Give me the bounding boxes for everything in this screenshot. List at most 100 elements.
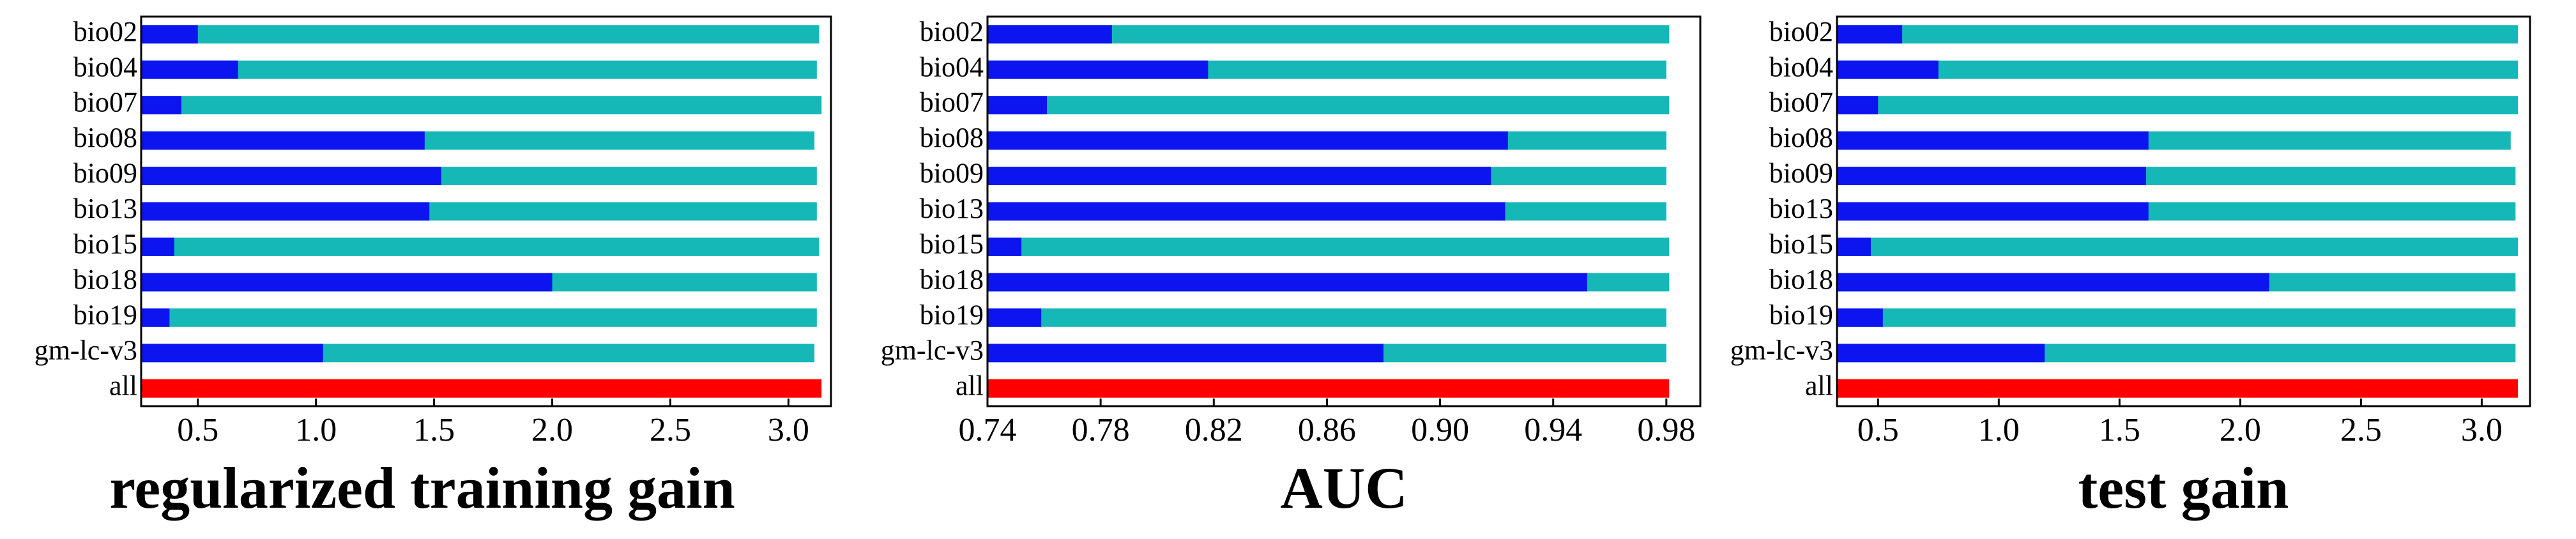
category-label: bio13 <box>73 193 137 224</box>
category-label: bio02 <box>1769 16 1833 47</box>
bar <box>1837 96 1879 115</box>
category-label: gm-lc-v3 <box>34 335 137 366</box>
bar <box>1837 60 2519 79</box>
x-tick-label: 3.0 <box>2461 412 2503 448</box>
bar <box>1837 273 2269 292</box>
x-tick-label: 1.5 <box>2099 412 2140 448</box>
bar <box>1837 202 2149 221</box>
bar <box>141 308 817 327</box>
x-tick-label: 2.5 <box>2340 412 2382 448</box>
bar <box>141 308 170 327</box>
bar <box>1837 344 2045 363</box>
bar <box>1837 167 2146 185</box>
chart-title: regularized training gain <box>109 455 735 520</box>
category-label: bio15 <box>73 229 137 260</box>
category-label: bio15 <box>1769 229 1833 260</box>
category-label: bio18 <box>920 264 984 295</box>
bar <box>987 60 1208 79</box>
x-tick-label: 0.86 <box>1298 412 1356 448</box>
panel: bio02 bio04 bio07 bio08 bio09 bio13 bio15 bio18… <box>34 15 832 520</box>
category-label: gm-lc-v3 <box>1730 335 1833 366</box>
category-label: bio19 <box>1769 299 1833 330</box>
bar <box>1837 308 2516 327</box>
x-tick-label: 0.74 <box>959 412 1017 448</box>
bar <box>987 202 1505 221</box>
panel: bio02 bio04 bio07 bio08 bio09 bio13 bio15 bio18… <box>1730 15 2531 520</box>
bar <box>1837 238 1871 256</box>
category-label: bio09 <box>1769 158 1833 189</box>
category-label: bio08 <box>920 122 984 153</box>
category-label: all <box>109 370 137 401</box>
category-label: bio08 <box>1769 122 1833 153</box>
x-tick-label: 3.0 <box>768 412 809 448</box>
category-label: bio09 <box>920 158 984 189</box>
bar <box>141 60 238 79</box>
category-label: bio07 <box>73 87 137 118</box>
bar <box>141 60 817 79</box>
bar <box>987 131 1508 150</box>
category-label: bio15 <box>920 229 984 260</box>
bar <box>1837 25 1903 44</box>
x-tick-label: 0.94 <box>1524 412 1582 448</box>
bar <box>141 379 822 398</box>
x-tick-label: 0.82 <box>1185 412 1243 448</box>
category-label: bio07 <box>920 87 984 118</box>
bar <box>141 238 819 256</box>
bar <box>987 238 1022 256</box>
bar <box>987 238 1670 256</box>
category-label: bio04 <box>920 51 984 82</box>
bar <box>141 273 553 292</box>
plot-frame <box>1836 15 2531 407</box>
bar <box>1837 60 1939 79</box>
bar <box>1837 25 2519 44</box>
category-label: bio13 <box>1769 193 1833 224</box>
bar <box>141 344 323 363</box>
x-tick-label: 1.0 <box>295 412 337 448</box>
category-label: bio09 <box>73 158 137 189</box>
category-label: bio18 <box>1769 264 1833 295</box>
x-tick-label: 0.90 <box>1411 412 1469 448</box>
category-label: bio08 <box>73 122 137 153</box>
category-label: bio04 <box>1769 51 1833 82</box>
category-label: bio02 <box>73 16 137 47</box>
bar <box>141 131 425 150</box>
x-tick-label: 0.5 <box>1857 412 1899 448</box>
category-label: bio02 <box>920 16 984 47</box>
bar <box>987 344 1383 363</box>
category-label: gm-lc-v3 <box>881 335 984 366</box>
bar <box>1837 379 2519 398</box>
bar <box>987 25 1112 44</box>
plot-frame <box>986 15 1702 407</box>
category-label: all <box>1805 370 1833 401</box>
chart-title: test gain <box>2078 455 2289 520</box>
bar <box>987 96 1047 115</box>
category-label: bio19 <box>920 299 984 330</box>
chart-title: AUC <box>1280 455 1407 520</box>
bar <box>987 96 1670 115</box>
bar <box>141 238 174 256</box>
category-label: bio13 <box>920 193 984 224</box>
category-label: bio18 <box>73 264 137 295</box>
category-label: bio07 <box>1769 87 1833 118</box>
bar <box>1837 308 1883 327</box>
bar <box>141 167 441 185</box>
bar <box>987 308 1666 327</box>
category-label: bio19 <box>73 299 137 330</box>
bar <box>1837 238 2519 256</box>
x-tick-label: 1.0 <box>1978 412 2020 448</box>
x-tick-label: 2.0 <box>2220 412 2261 448</box>
x-tick-label: 2.0 <box>531 412 573 448</box>
x-tick-label: 0.5 <box>177 412 218 448</box>
bar <box>141 96 181 115</box>
panel: bio02 bio04 bio07 bio08 bio09 bio13 bio15 bio18… <box>881 15 1702 520</box>
bar <box>141 202 430 221</box>
bar <box>987 167 1491 185</box>
bar <box>1837 131 2149 150</box>
bar <box>987 273 1587 292</box>
plot-frame <box>140 15 832 407</box>
bar <box>141 25 198 44</box>
bar <box>1837 96 2519 115</box>
bar <box>987 379 1670 398</box>
category-label: all <box>956 370 984 401</box>
